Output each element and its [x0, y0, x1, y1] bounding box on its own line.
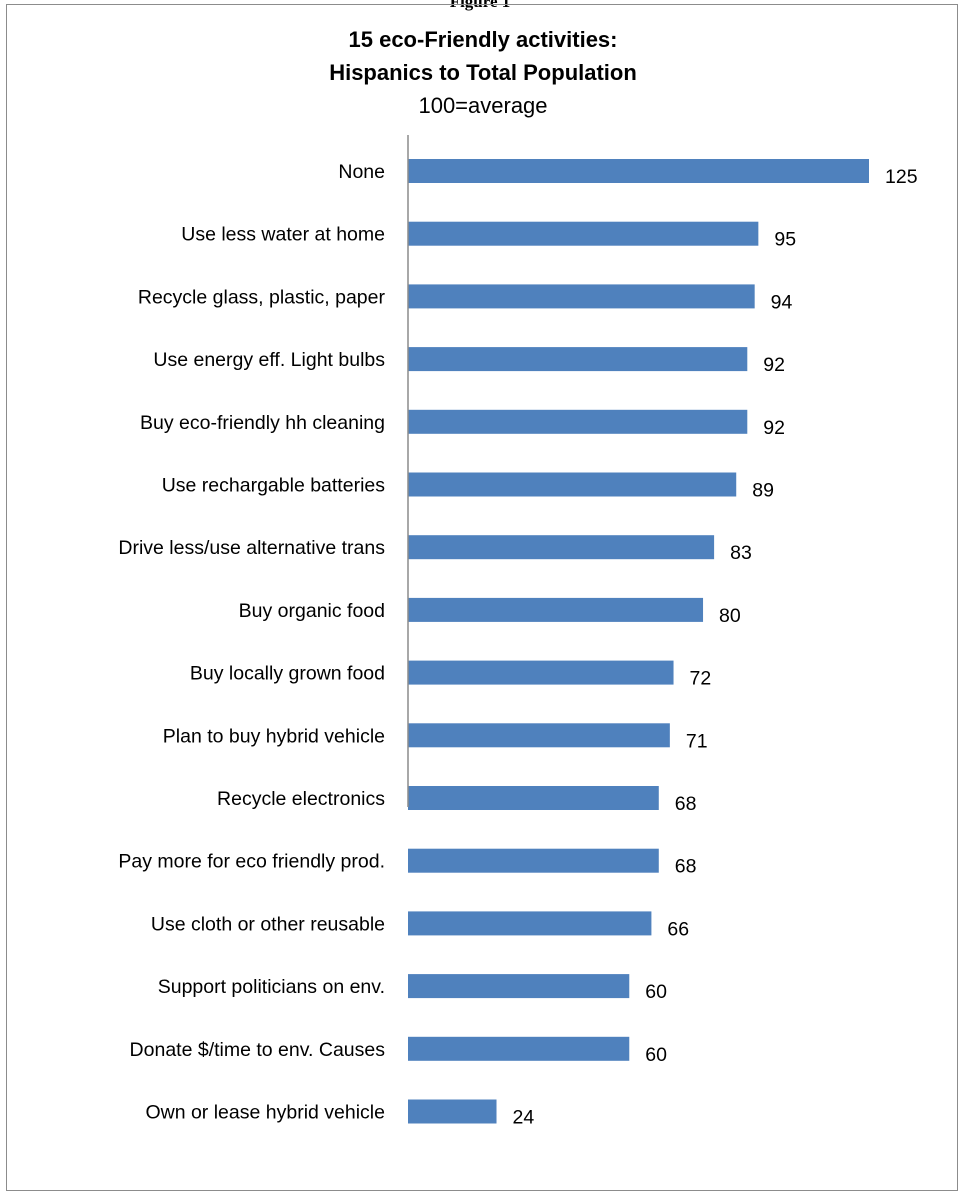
category-label: Use rechargable batteries [162, 475, 386, 497]
category-label: Recycle electronics [217, 788, 385, 810]
bar [408, 848, 659, 873]
category-label: Buy eco-friendly hh cleaning [140, 412, 385, 434]
category-label: Buy locally grown food [190, 663, 385, 685]
bar [408, 660, 674, 685]
bar [408, 535, 715, 560]
bar [408, 347, 748, 372]
category-label: Pay more for eco friendly prod. [118, 851, 385, 873]
bar [408, 974, 630, 999]
bar [408, 159, 869, 183]
bar [408, 1036, 630, 1061]
category-label: Recycle glass, plastic, paper [138, 286, 386, 308]
data-label: 68 [675, 793, 697, 815]
category-label: Drive less/use alternative trans [118, 537, 385, 559]
bar [408, 221, 759, 246]
data-label: 94 [771, 291, 793, 313]
category-label: Support politicians on env. [158, 976, 385, 998]
bar [408, 1099, 497, 1124]
chart-frame [6, 4, 958, 1191]
figure-caption: Figure 1 [449, 0, 511, 11]
data-label: 66 [667, 918, 689, 940]
data-label: 92 [763, 354, 785, 376]
bars-layer: None 125 Use less water at home 95 Recycle g… [118, 159, 918, 1129]
data-label: 89 [752, 480, 774, 502]
chart-title: 15 eco-Friendly activities: [349, 27, 618, 52]
bar [408, 284, 755, 309]
category-label: Own or lease hybrid vehicle [145, 1102, 385, 1124]
data-label: 71 [686, 730, 708, 752]
chart-subtitle: 100=average [418, 93, 547, 118]
category-label: Use less water at home [181, 224, 385, 246]
data-label: 24 [513, 1107, 535, 1129]
chart-title-line2: Hispanics to Total Population [329, 60, 637, 85]
category-label: None [338, 161, 385, 183]
bar [408, 911, 652, 936]
data-label: 80 [719, 605, 741, 627]
data-label: 60 [645, 981, 667, 1003]
bar [408, 409, 748, 434]
data-label: 83 [730, 542, 752, 564]
category-label: Donate $/time to env. Causes [130, 1039, 386, 1061]
data-label: 92 [763, 417, 785, 439]
bar [408, 597, 704, 622]
category-label: Plan to buy hybrid vehicle [163, 725, 385, 747]
data-label: 95 [774, 229, 796, 251]
category-label: Use energy eff. Light bulbs [153, 349, 385, 371]
category-label: Use cloth or other reusable [151, 913, 385, 935]
data-label: 60 [645, 1044, 667, 1066]
data-label: 125 [885, 166, 918, 188]
bar [408, 786, 659, 810]
bar [408, 472, 737, 497]
data-label: 72 [690, 668, 712, 690]
category-label: Buy organic food [239, 600, 385, 622]
bar [408, 723, 670, 748]
data-label: 68 [675, 856, 697, 878]
